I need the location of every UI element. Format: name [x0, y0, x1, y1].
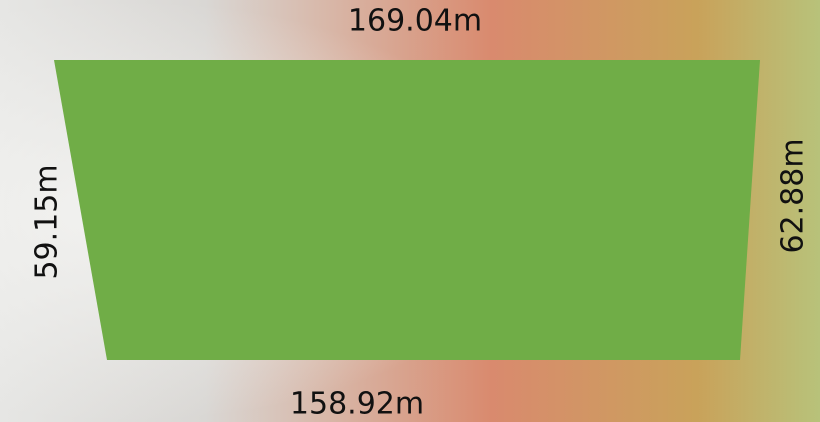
right-length: 62.88m [776, 138, 811, 253]
top-length: 169.04m [348, 4, 482, 39]
left-length: 59.15m [30, 164, 65, 279]
bottom-length: 158.92m [290, 387, 424, 422]
plot-shape [54, 60, 760, 360]
